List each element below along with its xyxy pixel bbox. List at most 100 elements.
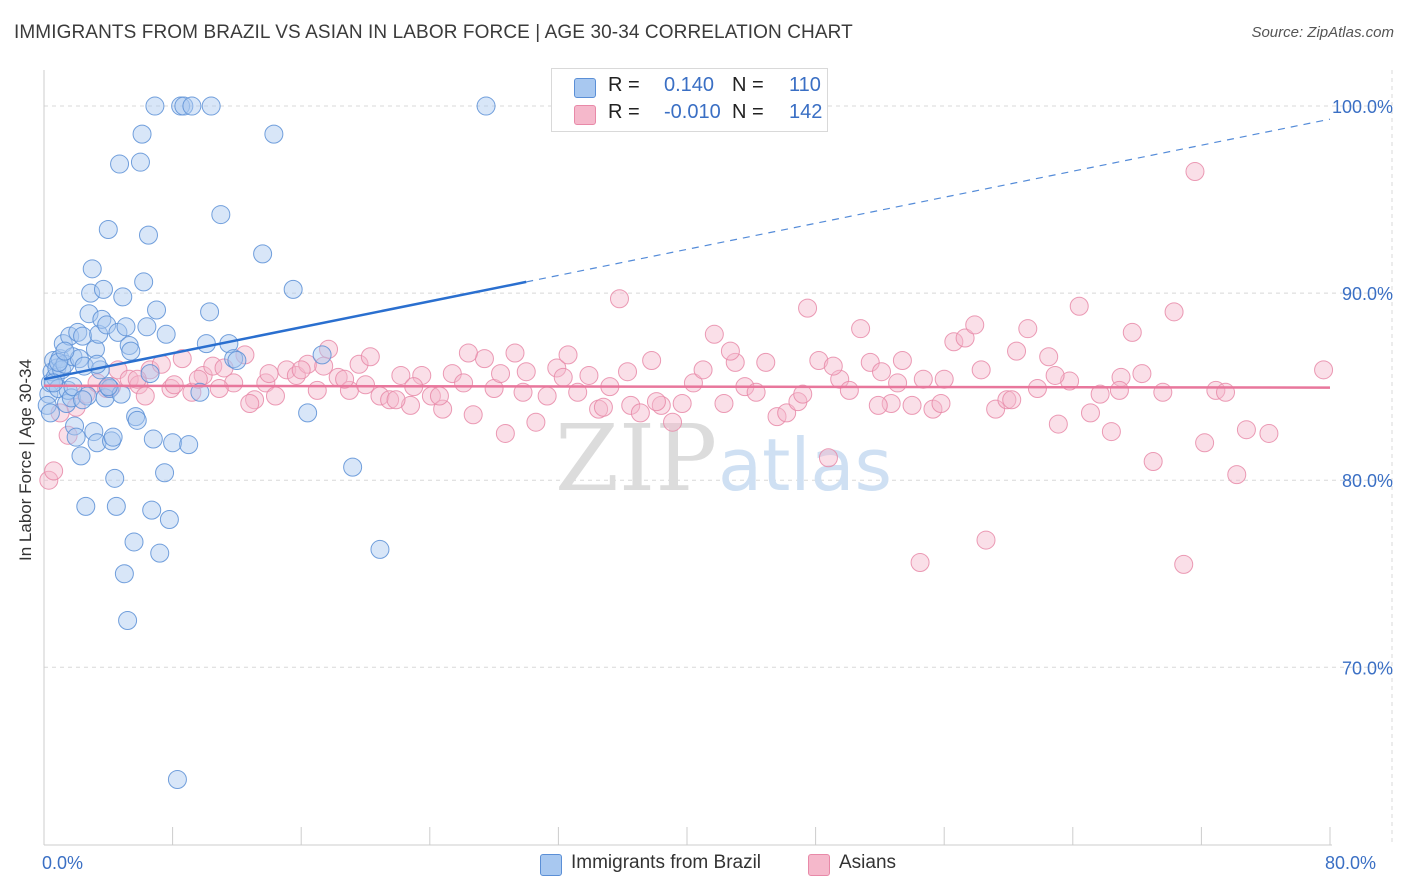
asians-point [356,375,375,395]
asians-point [672,394,692,414]
asians-point [537,386,557,406]
brazil-point [106,496,126,516]
x-tick-max: 80.0% [1325,853,1377,873]
asians-point [224,373,244,393]
asians-point [934,369,954,389]
brazil-point [79,304,99,324]
asians-point [579,365,599,385]
brazil-point [81,283,101,303]
brazil-point [121,341,141,361]
n-value: 110 [789,74,821,96]
asians-point [505,343,525,363]
asians-point [1080,403,1100,423]
brazil-point [48,352,68,372]
brazil-point [55,341,75,361]
grid-lines [44,70,1393,845]
brazil-point [113,287,133,307]
asians-point [693,360,713,380]
asians-point [892,350,912,370]
asians-point [553,367,573,387]
asians-point [1132,364,1152,384]
asians-point [1314,360,1334,380]
asians-point [1259,423,1279,443]
asians-point [265,386,285,406]
asians-point [1216,382,1236,402]
brazil-point [127,410,147,430]
asians-point [1048,414,1068,434]
asians-point [767,407,787,427]
asians-point [910,553,930,573]
asians-trend-line [43,384,1331,389]
asians-point [965,315,985,335]
brazil-point [103,427,123,447]
asians-point [66,397,86,417]
asians-swatch [574,105,596,125]
asians-point [642,350,662,370]
asians-point [474,349,494,369]
r-value: 0.140 [664,74,715,96]
y-axis-label-wrap: In Labor Force | Age 30-34 [6,300,46,620]
brazil-point [140,364,160,384]
asians-point [513,382,533,402]
asians-point [307,380,327,400]
asians-point [756,352,776,372]
asians-point [1027,379,1047,399]
asians-point [454,373,474,393]
axes [43,70,1332,846]
brazil-point [114,564,134,584]
asians-point [547,358,567,378]
y-tick-label-100: 100.0% [1332,97,1393,117]
asians-point [429,386,449,406]
asians-point [823,356,843,376]
brazil-point [159,509,179,529]
watermark-zip: ZIP [555,405,717,512]
brazil-point [155,463,175,483]
brazil-point [116,317,136,337]
brazil-point [71,446,91,466]
brazil-point [53,334,73,354]
asians-point [1185,162,1205,182]
y-tick-label-90: 90.0% [1342,284,1393,304]
asians-point [1227,465,1247,485]
brazil-legend-label: Immigrants from Brazil [571,852,762,873]
brazil-point [227,350,247,370]
asians-point [516,362,536,382]
asians-point [1195,433,1215,453]
asians-point [955,328,975,348]
asians-point [809,350,829,370]
asians-point [902,395,922,415]
asians-point [720,341,740,361]
asians-point [872,362,892,382]
brazil-point [55,354,75,374]
source-label: Source: ZipAtlas.com [1251,24,1394,41]
brazil-point [118,611,138,631]
asians-point [1122,322,1142,342]
brazil-point [343,457,363,477]
stats-legend: R = 0.140 N = 110 R = -0.010 N = 142 [551,68,828,132]
brazil-point [110,154,130,174]
y-axis-label: In Labor Force | Age 30-34 [16,359,35,561]
brazil-point [98,220,118,240]
asians-point [161,379,181,399]
asians-point [868,395,888,415]
asians-point [119,369,139,389]
asians-point [618,362,638,382]
brazil-point [370,539,390,559]
asians-point [1101,422,1121,442]
brazil-point [200,302,220,322]
asians-point [442,364,462,384]
brazil-point [211,205,231,225]
asians-point [135,386,155,406]
asians-point [558,345,578,365]
n-value: 142 [789,101,823,123]
brazil-point [73,326,93,346]
brazil-point [142,500,162,520]
asians-point [725,352,745,372]
brazil-point [156,324,176,344]
chart-title: IMMIGRANTS FROM BRAZIL VS ASIAN IN LABOR… [14,22,853,43]
brazil-point [93,279,113,299]
asians-point [704,324,724,344]
y-tick-label-70: 70.0% [1342,658,1393,678]
asians-point [335,369,355,389]
brazil-point [66,427,86,447]
